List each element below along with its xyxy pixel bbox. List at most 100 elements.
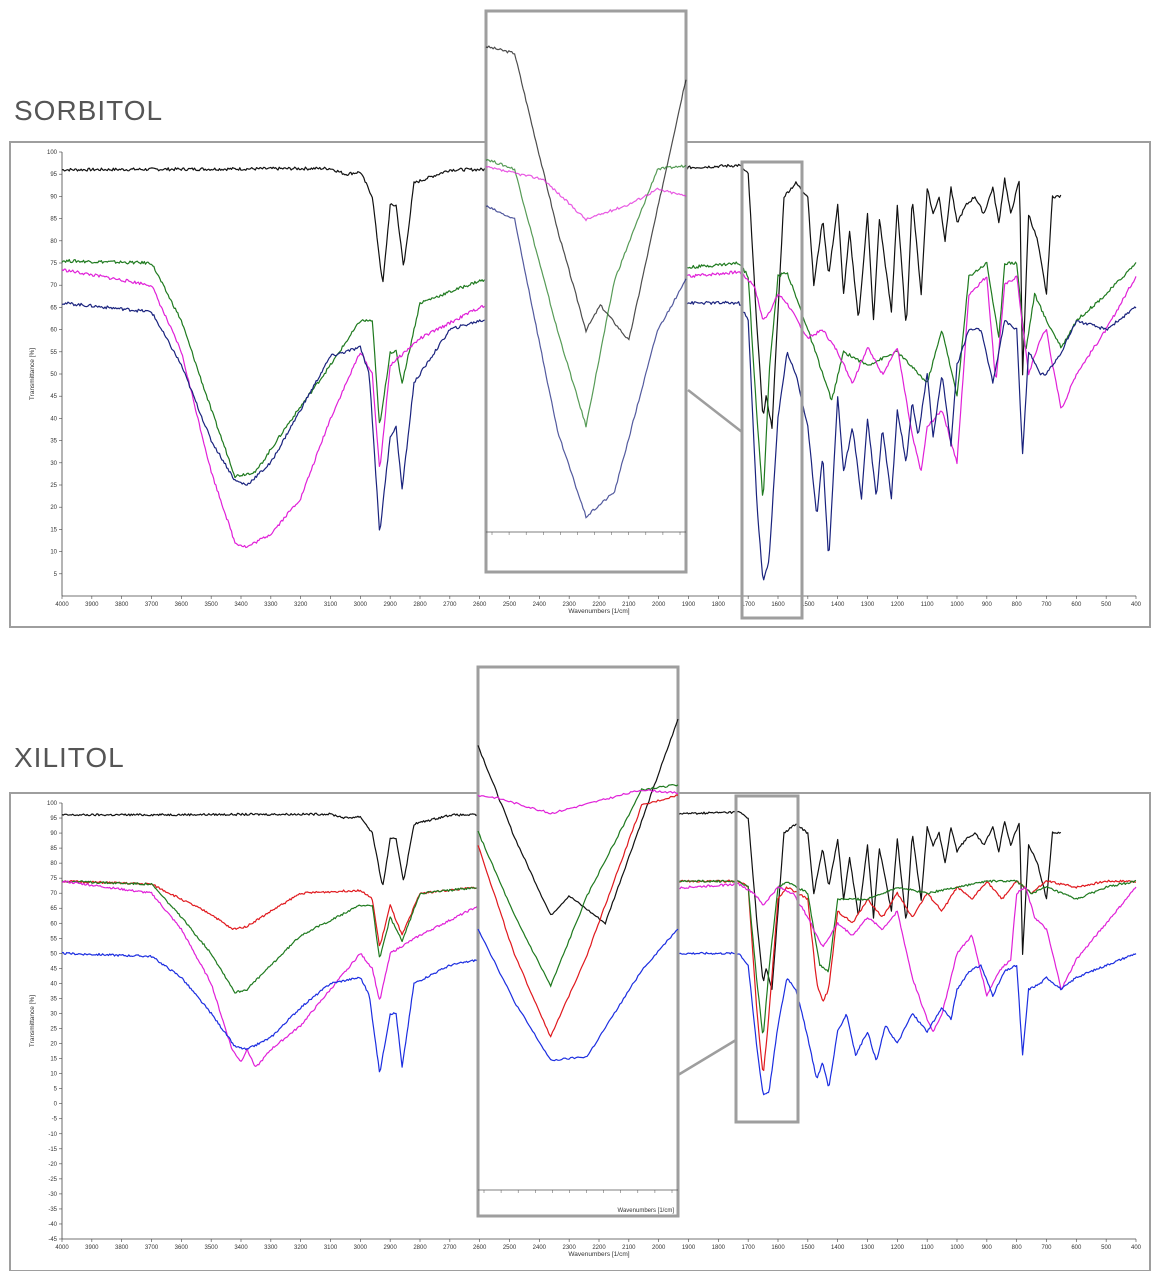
x-tick-label: 3100 (324, 602, 338, 608)
x-tick-label: 400 (1131, 602, 1142, 608)
x-tick-label: 1100 (921, 1245, 935, 1251)
x-tick-label: 2400 (533, 602, 547, 608)
y-tick-label: 65 (50, 305, 57, 311)
y-tick-label: 50 (50, 372, 57, 378)
x-tick-label: 1500 (801, 602, 815, 608)
y-tick-label: -10 (48, 1132, 57, 1138)
x-tick-label: 1300 (861, 602, 875, 608)
inset-frame (476, 665, 680, 1218)
x-tick-label: 1900 (682, 602, 696, 608)
x-tick-label: 400 (1131, 1245, 1142, 1251)
y-tick-label: 85 (50, 846, 57, 852)
inset-series-line-magenta (477, 789, 679, 815)
x-tick-label: 1800 (712, 602, 726, 608)
x-tick-label: 600 (1071, 1245, 1082, 1251)
x-tick-label: 1200 (891, 1245, 905, 1251)
x-tick-label: 2800 (413, 602, 427, 608)
x-tick-label: 2100 (622, 602, 636, 608)
y-tick-label: 0 (54, 1102, 58, 1108)
zoom-connector (687, 389, 743, 433)
inset-series-line-red (477, 794, 679, 1038)
inset-series-line-navy (485, 205, 687, 519)
y-tick-label: 60 (50, 921, 57, 927)
x-tick-label: 2900 (383, 1245, 397, 1251)
x-tick-label: 3900 (85, 602, 99, 608)
panel-title-xilitol: XILITOL (14, 742, 125, 773)
y-tick-label: 15 (50, 527, 57, 533)
y-tick-label: 45 (50, 966, 57, 972)
x-tick-label: 2900 (383, 602, 397, 608)
x-tick-label: 600 (1071, 602, 1082, 608)
x-tick-label: 1900 (682, 1245, 696, 1251)
y-tick-label: 55 (50, 936, 57, 942)
x-axis-label: Wavenumbers [1/cm] (568, 1251, 629, 1258)
x-tick-label: 2300 (562, 602, 576, 608)
x-tick-label: 3800 (115, 1245, 129, 1251)
inset-series-line-green (485, 159, 687, 428)
x-tick-label: 1300 (861, 1245, 875, 1251)
y-tick-label: 35 (50, 996, 57, 1002)
x-tick-label: 500 (1101, 1245, 1112, 1251)
inset-series-line-blue (477, 928, 679, 1062)
x-tick-label: 3000 (354, 602, 368, 608)
zoom-connector (677, 1038, 737, 1077)
y-tick-label: 70 (50, 283, 57, 289)
inset-series-line-black (477, 718, 679, 925)
x-tick-label: 2500 (503, 1245, 517, 1251)
x-tick-label: 1500 (801, 1245, 815, 1251)
x-tick-label: 3700 (145, 602, 159, 608)
y-tick-label: 45 (50, 394, 57, 400)
x-tick-label: 2500 (503, 602, 517, 608)
y-tick-label: -40 (48, 1222, 57, 1228)
x-tick-label: 2400 (533, 1245, 547, 1251)
y-tick-label: 70 (50, 891, 57, 897)
x-tick-label: 3400 (234, 602, 248, 608)
zoom-region-box (734, 794, 800, 1124)
y-axis-label: Transmittance [%] (29, 995, 36, 1047)
y-tick-label: -35 (48, 1207, 57, 1213)
y-tick-label: 80 (50, 239, 57, 245)
x-tick-label: 1400 (831, 1245, 845, 1251)
x-tick-label: 800 (1012, 1245, 1023, 1251)
y-tick-label: -30 (48, 1192, 57, 1198)
x-tick-label: 2600 (473, 1245, 487, 1251)
y-tick-label: 5 (54, 572, 58, 578)
inset-series-line-black (485, 45, 687, 341)
y-tick-label: 65 (50, 906, 57, 912)
x-tick-label: 1100 (921, 602, 935, 608)
x-tick-label: 2000 (652, 1245, 666, 1251)
y-tick-label: 100 (47, 150, 58, 156)
x-tick-label: 1800 (712, 1245, 726, 1251)
x-tick-label: 4000 (55, 602, 69, 608)
x-tick-label: 3600 (175, 1245, 189, 1251)
y-tick-label: 30 (50, 461, 57, 467)
y-tick-label: 60 (50, 328, 57, 334)
x-tick-label: 2100 (622, 1245, 636, 1251)
x-tick-label: 3200 (294, 1245, 308, 1251)
y-tick-label: 10 (50, 550, 57, 556)
x-tick-label: 800 (1012, 602, 1023, 608)
x-tick-label: 4000 (55, 1245, 69, 1251)
x-tick-label: 2800 (413, 1245, 427, 1251)
x-tick-label: 2300 (562, 1245, 576, 1251)
x-tick-label: 1000 (950, 1245, 964, 1251)
y-tick-label: 85 (50, 217, 57, 223)
y-tick-label: 40 (50, 981, 57, 987)
zoom-region-box (740, 160, 804, 620)
x-tick-label: 3500 (204, 602, 218, 608)
y-tick-label: 95 (50, 172, 57, 178)
y-tick-label: 75 (50, 876, 57, 882)
x-tick-label: 700 (1041, 1245, 1052, 1251)
x-tick-label: 3600 (175, 602, 189, 608)
x-tick-label: 1200 (891, 602, 905, 608)
x-tick-label: 700 (1041, 602, 1052, 608)
x-tick-label: 2200 (592, 602, 606, 608)
y-tick-label: 25 (50, 1027, 57, 1033)
y-tick-label: 50 (50, 951, 57, 957)
y-tick-label: 5 (54, 1087, 58, 1093)
y-tick-label: 15 (50, 1057, 57, 1063)
y-tick-label: -15 (48, 1147, 57, 1153)
x-axis-label: Wavenumbers [1/cm] (568, 608, 629, 615)
x-tick-label: 3400 (234, 1245, 248, 1251)
x-tick-label: 1700 (741, 1245, 755, 1251)
